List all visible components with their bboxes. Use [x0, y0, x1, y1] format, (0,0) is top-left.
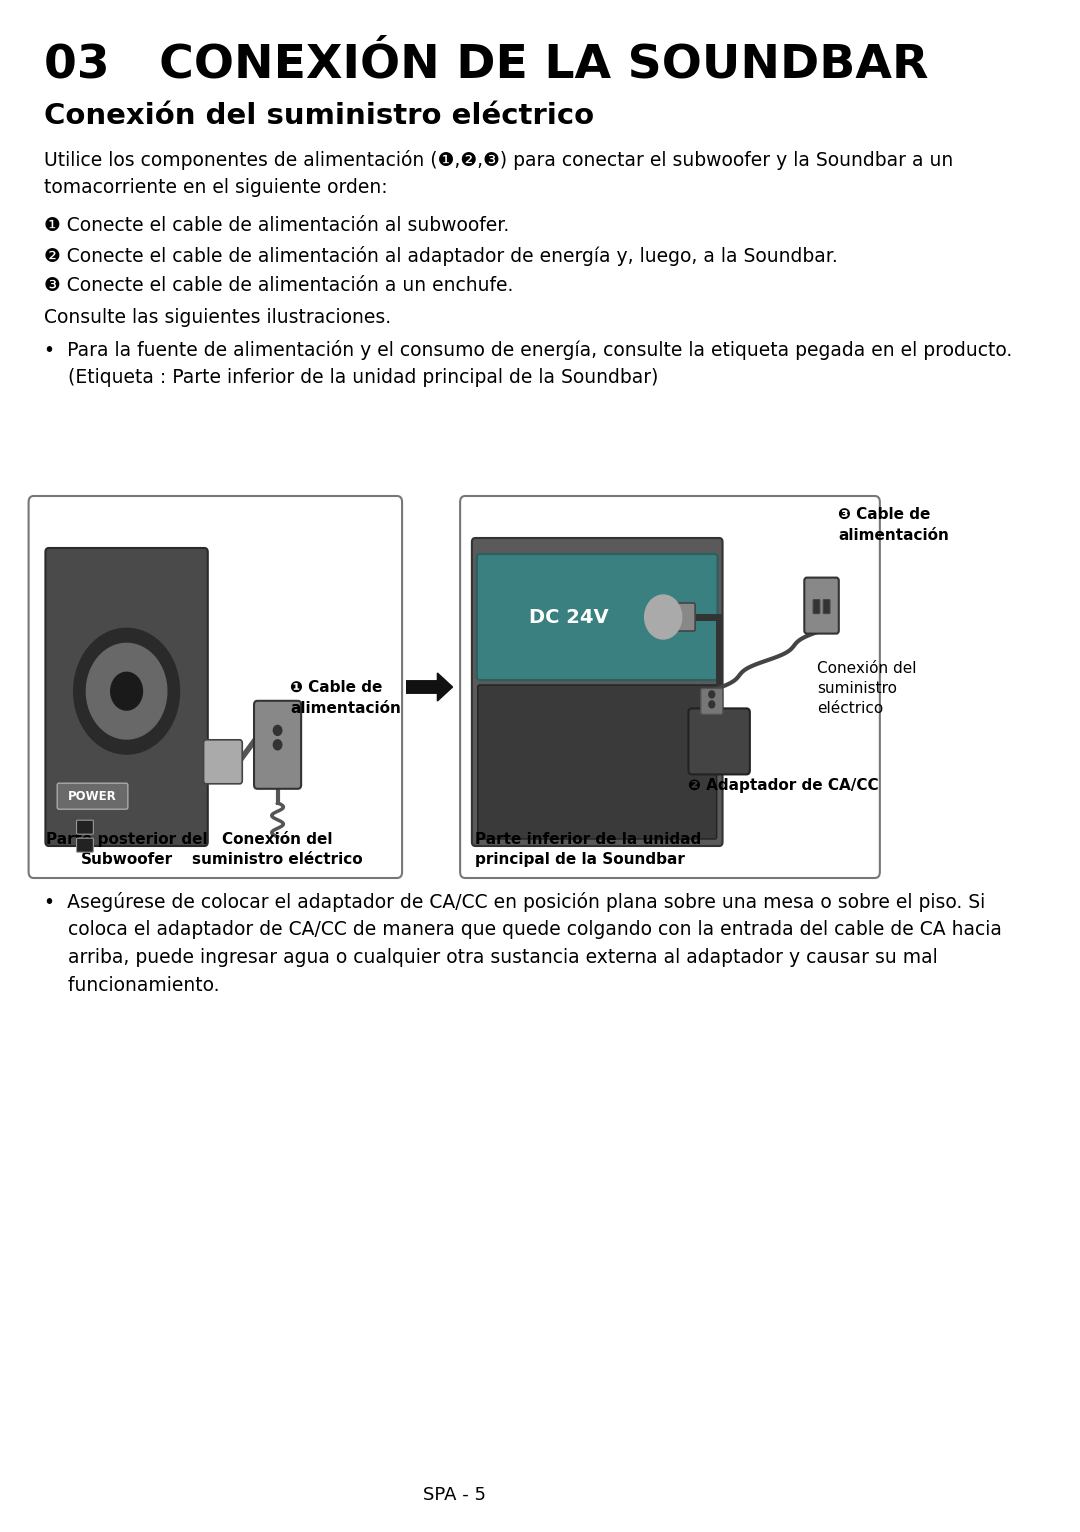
Text: ❷ Adaptador de CA/CC: ❷ Adaptador de CA/CC	[688, 778, 878, 794]
FancyBboxPatch shape	[203, 740, 242, 784]
FancyBboxPatch shape	[813, 599, 820, 614]
Text: ❸ Cable de
alimentación: ❸ Cable de alimentación	[838, 507, 949, 542]
Text: ❸ Conecte el cable de alimentación a un enchufe.: ❸ Conecte el cable de alimentación a un …	[44, 276, 513, 296]
Text: ❶ Conecte el cable de alimentación al subwoofer.: ❶ Conecte el cable de alimentación al su…	[44, 216, 509, 234]
FancyBboxPatch shape	[57, 783, 127, 809]
Text: ❶ Cable de
alimentación: ❶ Cable de alimentación	[291, 680, 401, 715]
Circle shape	[273, 725, 282, 735]
Circle shape	[708, 691, 715, 699]
FancyBboxPatch shape	[673, 604, 696, 631]
FancyArrow shape	[406, 673, 453, 702]
Circle shape	[73, 628, 179, 754]
FancyBboxPatch shape	[701, 688, 723, 714]
Text: tomacorriente en el siguiente orden:: tomacorriente en el siguiente orden:	[44, 178, 388, 198]
Text: (Etiqueta : Parte inferior de la unidad principal de la Soundbar): (Etiqueta : Parte inferior de la unidad …	[44, 368, 658, 388]
Text: Parte posterior del
Subwoofer: Parte posterior del Subwoofer	[45, 832, 207, 867]
Text: funcionamiento.: funcionamiento.	[44, 976, 219, 994]
Circle shape	[111, 673, 143, 709]
Text: SPA - 5: SPA - 5	[422, 1486, 486, 1504]
Text: Conexión del
suministro eléctrico: Conexión del suministro eléctrico	[192, 832, 363, 867]
Text: 03   CONEXIÓN DE LA SOUNDBAR: 03 CONEXIÓN DE LA SOUNDBAR	[44, 41, 928, 87]
Text: •  Para la fuente de alimentación y el consumo de energía, consulte la etiqueta : • Para la fuente de alimentación y el co…	[44, 340, 1012, 360]
Text: Consulte las siguientes ilustraciones.: Consulte las siguientes ilustraciones.	[44, 308, 391, 326]
Text: POWER: POWER	[68, 789, 117, 803]
FancyBboxPatch shape	[477, 685, 717, 840]
Text: •  Asegúrese de colocar el adaptador de CA/CC en posición plana sobre una mesa o: • Asegúrese de colocar el adaptador de C…	[44, 892, 985, 912]
FancyBboxPatch shape	[28, 496, 402, 878]
Text: DC 24V: DC 24V	[529, 608, 609, 627]
FancyBboxPatch shape	[77, 838, 93, 852]
Text: Utilice los componentes de alimentación (❶,❷,❸) para conectar el subwoofer y la : Utilice los componentes de alimentación …	[44, 150, 953, 170]
FancyBboxPatch shape	[77, 820, 93, 835]
FancyBboxPatch shape	[477, 555, 717, 680]
Text: Conexión del
suministro
eléctrico: Conexión del suministro eléctrico	[818, 662, 917, 715]
FancyBboxPatch shape	[254, 700, 301, 789]
Text: Conexión del suministro eléctrico: Conexión del suministro eléctrico	[44, 103, 594, 130]
Circle shape	[273, 740, 282, 749]
Circle shape	[645, 594, 681, 639]
Circle shape	[658, 610, 669, 624]
FancyBboxPatch shape	[688, 708, 750, 774]
Circle shape	[708, 702, 715, 708]
FancyBboxPatch shape	[45, 548, 207, 846]
FancyBboxPatch shape	[823, 599, 829, 614]
FancyBboxPatch shape	[805, 578, 839, 634]
Text: coloca el adaptador de CA/CC de manera que quede colgando con la entrada del cab: coloca el adaptador de CA/CC de manera q…	[44, 921, 1001, 939]
Text: ❷ Conecte el cable de alimentación al adaptador de energía y, luego, a la Soundb: ❷ Conecte el cable de alimentación al ad…	[44, 247, 837, 267]
FancyBboxPatch shape	[460, 496, 880, 878]
Circle shape	[650, 602, 676, 633]
Circle shape	[86, 643, 166, 738]
Text: Parte inferior de la unidad
principal de la Soundbar: Parte inferior de la unidad principal de…	[475, 832, 702, 867]
Text: arriba, puede ingresar agua o cualquier otra sustancia externa al adaptador y ca: arriba, puede ingresar agua o cualquier …	[44, 948, 937, 967]
FancyBboxPatch shape	[472, 538, 723, 846]
